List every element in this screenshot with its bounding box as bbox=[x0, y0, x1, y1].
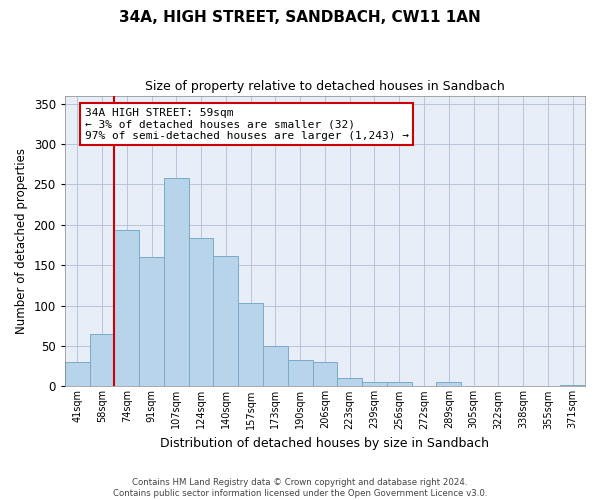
Bar bbox=[65, 362, 89, 386]
Bar bbox=[362, 382, 387, 386]
Bar bbox=[436, 382, 461, 386]
Bar bbox=[560, 385, 585, 386]
Bar bbox=[164, 178, 188, 386]
Bar bbox=[263, 346, 288, 387]
Text: 34A HIGH STREET: 59sqm
← 3% of detached houses are smaller (32)
97% of semi-deta: 34A HIGH STREET: 59sqm ← 3% of detached … bbox=[85, 108, 409, 141]
Text: Contains HM Land Registry data © Crown copyright and database right 2024.
Contai: Contains HM Land Registry data © Crown c… bbox=[113, 478, 487, 498]
Bar bbox=[387, 382, 412, 386]
Bar bbox=[214, 256, 238, 386]
Bar bbox=[89, 334, 115, 386]
Bar bbox=[238, 303, 263, 386]
Bar bbox=[139, 257, 164, 386]
Bar bbox=[188, 238, 214, 386]
Bar bbox=[288, 360, 313, 386]
Y-axis label: Number of detached properties: Number of detached properties bbox=[15, 148, 28, 334]
X-axis label: Distribution of detached houses by size in Sandbach: Distribution of detached houses by size … bbox=[160, 437, 490, 450]
Bar bbox=[313, 362, 337, 386]
Text: 34A, HIGH STREET, SANDBACH, CW11 1AN: 34A, HIGH STREET, SANDBACH, CW11 1AN bbox=[119, 10, 481, 25]
Title: Size of property relative to detached houses in Sandbach: Size of property relative to detached ho… bbox=[145, 80, 505, 93]
Bar bbox=[337, 378, 362, 386]
Bar bbox=[115, 230, 139, 386]
